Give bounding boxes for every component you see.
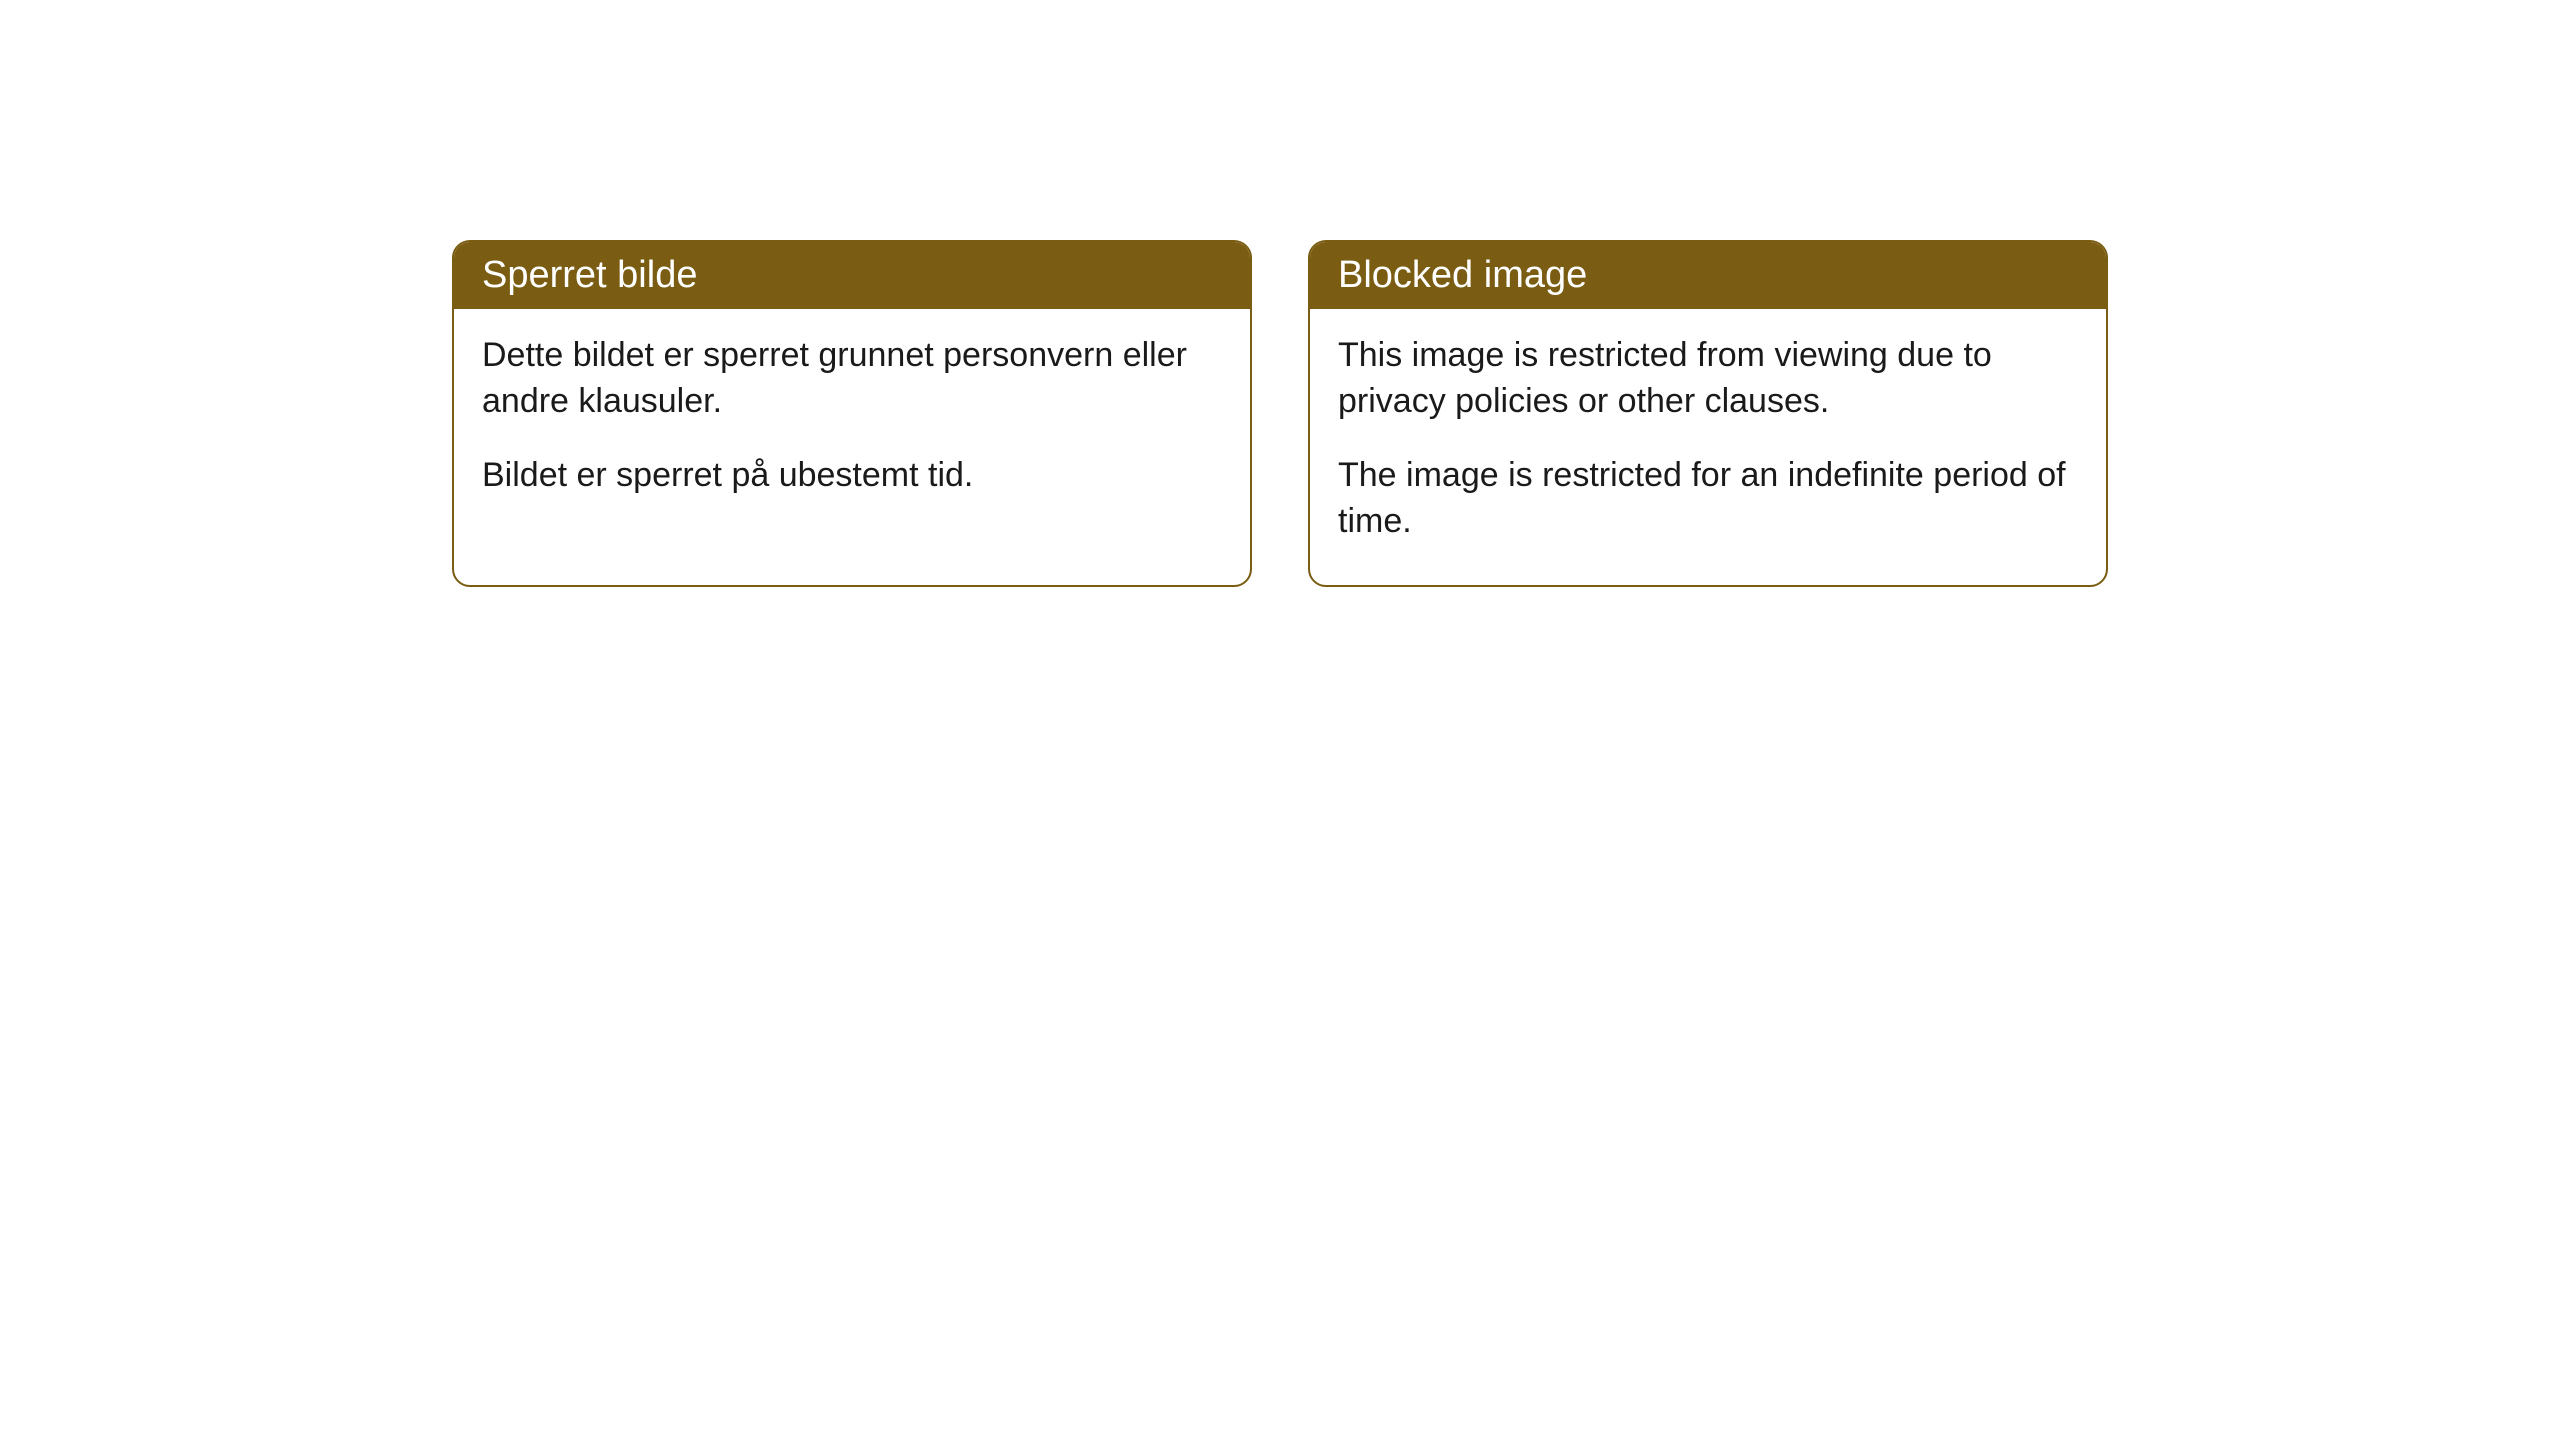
card-paragraph-1: Dette bildet er sperret grunnet personve…: [482, 333, 1222, 425]
notice-cards-container: Sperret bilde Dette bildet er sperret gr…: [0, 240, 2560, 587]
card-body: This image is restricted from viewing du…: [1310, 309, 2106, 585]
card-header: Blocked image: [1310, 242, 2106, 309]
card-paragraph-2: The image is restricted for an indefinit…: [1338, 453, 2078, 545]
card-title: Sperret bilde: [482, 254, 697, 296]
card-paragraph-2: Bildet er sperret på ubestemt tid.: [482, 453, 1222, 499]
card-body: Dette bildet er sperret grunnet personve…: [454, 309, 1250, 539]
card-header: Sperret bilde: [454, 242, 1250, 309]
blocked-image-card-english: Blocked image This image is restricted f…: [1308, 240, 2108, 587]
card-title: Blocked image: [1338, 254, 1587, 296]
blocked-image-card-norwegian: Sperret bilde Dette bildet er sperret gr…: [452, 240, 1252, 587]
card-paragraph-1: This image is restricted from viewing du…: [1338, 333, 2078, 425]
